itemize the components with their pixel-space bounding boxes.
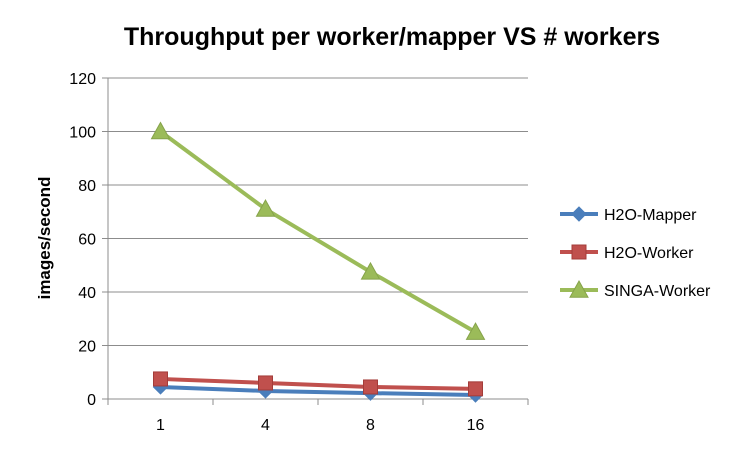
y-tick-label: 100 (69, 125, 96, 142)
data-point (150, 121, 171, 140)
data-point (360, 261, 381, 280)
x-tick-label: 16 (467, 417, 485, 434)
series-group (150, 121, 486, 403)
data-point (255, 199, 276, 217)
data-point (468, 381, 483, 397)
data-point (258, 375, 273, 391)
legend-label: SINGA-Worker (604, 283, 711, 300)
legend-item: SINGA-Worker (560, 279, 711, 300)
x-tick-label: 1 (156, 417, 165, 434)
legend-label: H2O-Worker (604, 245, 694, 262)
legend-label: H2O-Mapper (604, 207, 697, 224)
y-tick-label: 0 (87, 392, 96, 409)
y-tick-label: 80 (78, 178, 96, 195)
legend-marker (571, 244, 587, 260)
series-singa-worker (150, 121, 486, 340)
x-tick-label: 4 (261, 417, 270, 434)
legend-marker (571, 206, 587, 222)
legend-item: H2O-Mapper (560, 206, 697, 224)
x-tick-label: 8 (366, 417, 375, 434)
series-line (160, 384, 476, 397)
y-axis-label: images/second (35, 177, 54, 300)
data-point (465, 322, 486, 340)
y-tick-label: 40 (78, 285, 96, 302)
series-line (160, 376, 476, 391)
gridlines (108, 77, 528, 346)
series-line (159, 129, 477, 334)
y-tick-label: 120 (69, 71, 96, 88)
axes: 0 20 40 60 80 100 120 1 4 8 16 (69, 71, 529, 434)
legend: H2O-Mapper H2O-Worker SINGA-Worker (560, 206, 711, 300)
data-point (363, 379, 378, 395)
chart-title: Throughput per worker/mapper VS # worker… (124, 23, 660, 51)
series-h2o-worker (153, 371, 483, 397)
y-tick-label: 20 (78, 339, 96, 356)
data-point (153, 371, 168, 387)
legend-marker (569, 279, 589, 298)
y-tick-label: 60 (78, 232, 96, 249)
legend-item: H2O-Worker (560, 244, 694, 262)
